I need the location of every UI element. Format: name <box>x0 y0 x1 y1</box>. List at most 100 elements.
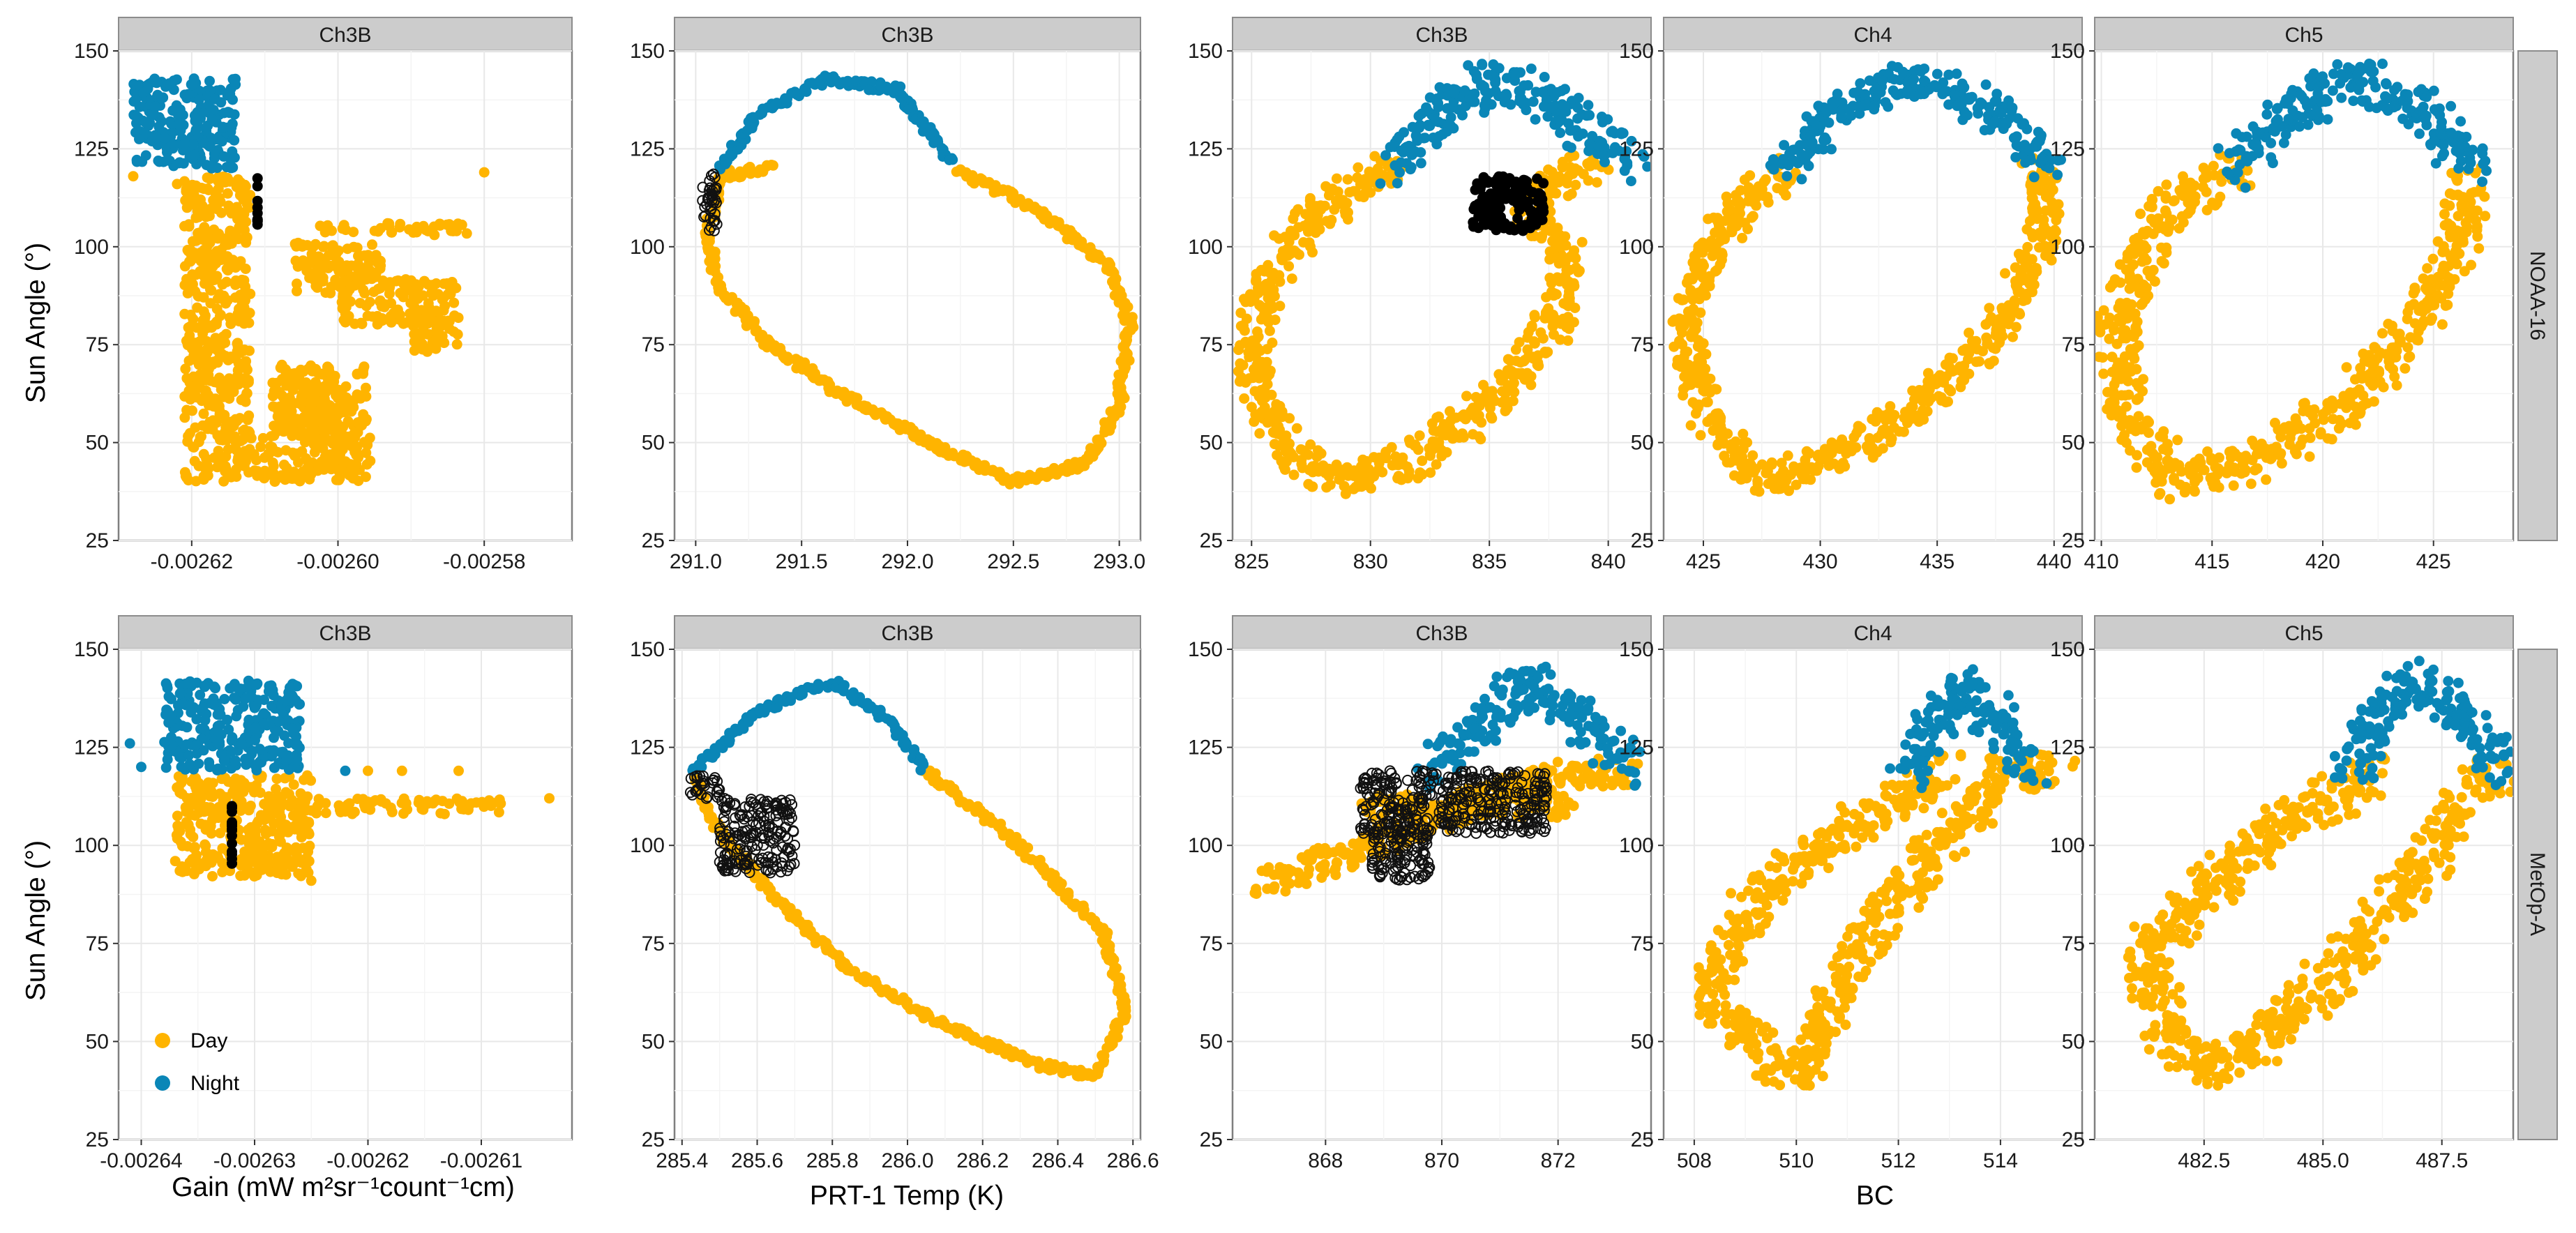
night-point <box>1528 96 1539 107</box>
day-point <box>1766 457 1777 468</box>
day-point <box>245 288 256 299</box>
night-point <box>2435 127 2446 138</box>
day-point <box>331 248 342 259</box>
night-point <box>1493 63 1505 74</box>
night-point <box>2421 119 2432 130</box>
day-point <box>2135 209 2146 220</box>
points-noaa16-ch5 <box>2095 59 2492 505</box>
outlier-point <box>703 193 715 204</box>
outlier-point <box>1477 202 1488 213</box>
day-point <box>2031 263 2042 273</box>
day-point <box>1353 162 1364 173</box>
day-point <box>1269 230 1280 241</box>
day-point <box>194 227 205 239</box>
day-point <box>2133 423 2144 434</box>
day-point <box>223 444 234 455</box>
day-point <box>286 406 297 417</box>
night-point <box>1848 87 1860 98</box>
night-point <box>174 119 185 130</box>
day-point <box>1269 439 1280 450</box>
day-point <box>181 202 193 213</box>
day-point <box>1309 211 1320 222</box>
day-point <box>267 377 278 388</box>
day-point <box>2471 205 2483 216</box>
day-point <box>1737 232 1748 243</box>
day-point <box>204 173 216 184</box>
day-point <box>326 464 337 475</box>
day-point <box>1239 393 1250 404</box>
night-point <box>2271 103 2282 114</box>
night-point <box>1826 144 1837 155</box>
day-point <box>333 256 345 267</box>
day-point <box>317 424 328 435</box>
day-point <box>2161 179 2172 190</box>
day-point <box>1344 187 1355 198</box>
day-point <box>2194 458 2206 469</box>
day-point <box>2444 188 2455 199</box>
day-point <box>301 407 312 418</box>
day-point <box>2178 171 2188 182</box>
day-point <box>1753 181 1764 192</box>
day-point <box>239 209 250 220</box>
night-point <box>2285 93 2296 104</box>
night-point <box>224 86 235 97</box>
day-point <box>782 351 793 363</box>
day-point <box>2252 443 2264 454</box>
day-point <box>2444 228 2455 239</box>
night-point <box>1584 109 1595 121</box>
day-point <box>2138 227 2149 238</box>
day-point <box>1549 274 1560 285</box>
day-point <box>2296 423 2307 434</box>
outlier-point <box>710 182 722 194</box>
night-point <box>1407 121 1418 133</box>
day-point <box>222 387 233 398</box>
day-point <box>278 460 289 470</box>
day-point <box>241 388 253 399</box>
day-point <box>2273 448 2284 459</box>
day-point <box>1250 409 1261 420</box>
day-point <box>2104 282 2116 293</box>
day-point <box>352 264 363 275</box>
night-point <box>2401 93 2412 105</box>
day-point <box>1837 457 1848 469</box>
day-point <box>278 426 289 437</box>
day-point <box>224 312 235 324</box>
day-point <box>2149 217 2160 228</box>
night-point <box>2455 116 2466 127</box>
night-point <box>2430 158 2441 169</box>
night-point <box>1445 120 1456 131</box>
day-point <box>340 397 352 408</box>
day-point <box>1823 455 1834 466</box>
day-point <box>2137 256 2148 267</box>
day-point <box>1240 296 1251 308</box>
day-point <box>208 195 219 206</box>
night-point <box>186 80 197 91</box>
day-point <box>1839 440 1851 451</box>
day-point <box>2119 430 2130 441</box>
night-point <box>1951 68 1962 80</box>
y-tick-label: 100 <box>1619 236 1654 259</box>
day-point <box>1438 419 1449 430</box>
day-point <box>1523 373 1534 384</box>
night-point <box>188 139 199 150</box>
day-point <box>1508 371 1519 382</box>
night-point <box>1530 114 1541 125</box>
day-point <box>2341 362 2352 373</box>
day-point <box>1303 225 1314 236</box>
day-point <box>2149 276 2160 287</box>
day-point <box>1425 467 1436 478</box>
points-noaa16-gain <box>128 73 490 487</box>
night-point <box>221 162 232 173</box>
day-point <box>349 280 361 291</box>
night-point <box>1889 74 1900 85</box>
y-tick-label: 125 <box>630 137 665 160</box>
night-point <box>229 152 240 163</box>
night-point <box>1412 135 1423 146</box>
strip-noaa16-gain <box>118 17 573 52</box>
day-point <box>213 183 224 195</box>
night-point <box>1449 87 1460 98</box>
day-point <box>372 257 384 268</box>
day-point <box>1330 464 1341 476</box>
day-point <box>2375 347 2386 358</box>
